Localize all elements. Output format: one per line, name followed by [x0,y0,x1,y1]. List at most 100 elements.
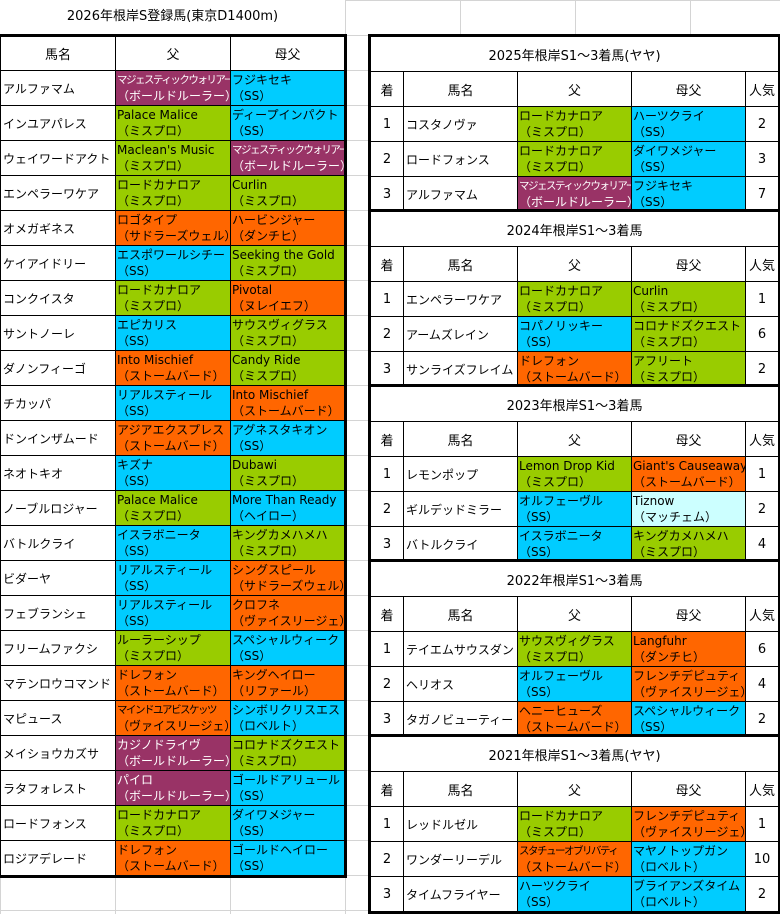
header-popularity: 人気 [744,421,780,457]
sire-cell: ロードカナロア （ミスプロ） [115,280,231,316]
finish-position: 3 [369,176,404,212]
bms-cell: スペシャルウィーク （SS） [230,630,346,666]
sire-cell: Palace Malice （ミスプロ） [115,105,231,141]
bms-line: （ミスプロ） [633,370,706,384]
entries-table: 馬名 父 母父 アルファマム マジェスティックウォリアー （ボールドルーラー） フジキ… [0,34,347,878]
bms-cell: Seeking the Gold （ミスプロ） [230,245,346,281]
horse-name: ネオトキオ [0,455,116,491]
finish-position: 2 [369,316,404,352]
sire-line: （ストームバード） [117,859,225,873]
header-sire: 父 [517,771,632,807]
sire-line: （ボールドルーラー） [117,789,231,803]
bms-cell: ゴールドアリュール （SS） [230,770,346,806]
bms-name: フジキセキ [232,73,293,87]
horse-name: オメガギネス [0,210,116,246]
past-result-caption: 2025年根岸S1～3着馬(ヤヤ) [368,34,780,72]
table-row: フリームファクシ ルーラーシップ （ミスプロ） スペシャルウィーク （SS） [0,630,346,666]
bms-cell: Curlin （ミスプロ） [631,281,746,317]
past-result-table: 2025年根岸S1～3着馬(ヤヤ) 着馬名父母父 人気 1 コスタノヴァ ロードカナロア（… [368,34,780,212]
bms-cell: フジキセキ （SS） [631,176,746,212]
sire-line: （サドラーズウェル） [117,229,231,243]
bms-line: （SS） [232,439,272,453]
table-row: コンクイスタ ロードカナロア （ミスプロ） Pivotal （ヌレイエフ） [0,280,346,316]
bms-cell: コロナドズクエスト （ミスプロ） [230,735,346,771]
table-row: 3 サンライズフレイム ドレフォン （ストームバード） アフリート （ミスプロ） 2 [369,351,780,387]
bms-line: （ボールドルーラー） [232,159,346,173]
table-row: ノーブルロジャー Palace Malice （ミスプロ） More Than Rea… [0,490,346,526]
sire-cell: イスラボニータ （SS） [115,525,231,561]
past-result-block: 2025年根岸S1～3着馬(ヤヤ) 着馬名父母父 人気 1 コスタノヴァ ロードカナロア（… [368,34,780,212]
sire-name: ドレフォン [519,354,580,368]
sire-cell: イスラボニータ （SS） [517,526,632,562]
bms-name: スペシャルウィーク [232,633,340,647]
sire-line: （ミスプロ） [117,824,190,838]
table-row: 1 レモンポップ Lemon Drop Kid （ミスプロ） Giant's Cause… [369,456,780,492]
bms-name: ブライアンズタイム [633,879,741,893]
header-horse-name: 馬名 [403,71,518,107]
past-result-header-row: 着馬名父母父 人気 [369,771,780,807]
sire-cell: ドレフォン （ストームバード） [517,351,632,387]
bms-cell: More Than Ready （ヘイロー） [230,490,346,526]
sire-name: Lemon Drop Kid [519,459,615,473]
sire-line: （SS） [117,544,157,558]
header-sire: 父 [115,35,231,71]
bms-name: マヤノトップガン [633,844,729,858]
sire-line: （ミスプロ） [117,509,190,523]
bms-line: （ヘイロー） [232,509,305,523]
sire-line: （SS） [117,579,157,593]
table-row: ラタフォレスト パイロ （ボールドルーラー） ゴールドアリュール （SS） [0,770,346,806]
header-sire: 父 [517,596,632,632]
bms-cell: Pivotal （ヌレイエフ） [230,280,346,316]
sire-cell: ロードカナロア （ミスプロ） [517,106,632,142]
sire-line: （ストームバード） [519,860,627,874]
header-broodmare-sire: 母父 [631,421,746,457]
past-result-table: 2022年根岸S1～3着馬着馬名父母父 人気 1 テイエムサウスダン サウスヴィグラス（… [368,559,780,737]
sire-line: （ミスプロ） [117,194,190,208]
bms-line: （ヴァイスリージェ） [633,825,746,839]
sire-name: カジノドライヴ [117,738,201,752]
finish-position: 1 [369,281,404,317]
sire-cell: ロゴタイプ （サドラーズウェル） [115,210,231,246]
sire-cell: Palace Malice （ミスプロ） [115,490,231,526]
popularity: 6 [744,316,780,352]
bms-name: マジェスティックウォリアー [232,144,346,156]
sire-line: （ミスプロ） [117,649,190,663]
bms-cell: シンボリクリスエス （ロベルト） [230,700,346,736]
sire-name: Into Mischief [117,353,194,367]
bms-line: （ミスプロ） [232,474,305,488]
horse-name: アルファマム [403,176,518,212]
popularity: 2 [744,876,780,914]
past-result-block: 2023年根岸S1～3着馬着馬名父母父 人気 1 レモンポップ Lemon Drop K… [368,384,780,562]
bms-cell: Into Mischief （ストームバード） [230,385,346,421]
bms-cell: ブライアンズタイム （ロベルト） [631,876,746,914]
header-popularity: 人気 [744,771,780,807]
bms-cell: フレンチデピュティ （ヴァイスリージェ） [631,666,746,702]
table-row: ロジアデレード ドレフォン （ストームバード） ゴールドヘイロー （SS） [0,840,346,877]
sire-name: ロードカナロア [519,809,604,823]
sire-line: （SS） [117,404,157,418]
bms-cell: アフリート （ミスプロ） [631,351,746,387]
sire-line: （ミスプロ） [117,299,190,313]
header-horse-name: 馬名 [403,421,518,457]
popularity: 2 [744,351,780,387]
table-row: ダノンフィーゴ Into Mischief （ストームバード） Candy Ride （… [0,350,346,386]
finish-position: 1 [369,106,404,142]
sire-cell: マジェスティックウォリアー （ボールドルーラー） [115,70,231,106]
bms-line: （ダンチヒ） [633,650,706,664]
popularity: 3 [744,141,780,177]
bms-line: （サドラーズウェル） [232,579,346,593]
bms-name: シンボリクリスエス [232,703,341,717]
sire-name: リアルスティール [117,563,213,577]
sire-name: Palace Malice [117,108,198,122]
table-row: フェブランシェ リアルスティール （SS） クロフネ （ヴァイスリージェ） [0,595,346,631]
popularity: 4 [744,666,780,702]
sire-name: アジアエクスプレス [117,423,225,437]
bms-line: （ミスプロ） [232,194,305,208]
horse-name: アルファマム [0,70,116,106]
horse-name: レモンポップ [403,456,518,492]
bms-line: （SS） [633,160,673,174]
past-result-block: 2021年根岸S1～3着馬(ヤヤ) 着馬名父母父 人気 1 レッドルゼル ロードカナロア（… [368,734,780,914]
sire-cell: Maclean's Music （ミスプロ） [115,140,231,176]
bms-line: （リファール） [232,684,317,698]
sire-line: （SS） [117,334,157,348]
